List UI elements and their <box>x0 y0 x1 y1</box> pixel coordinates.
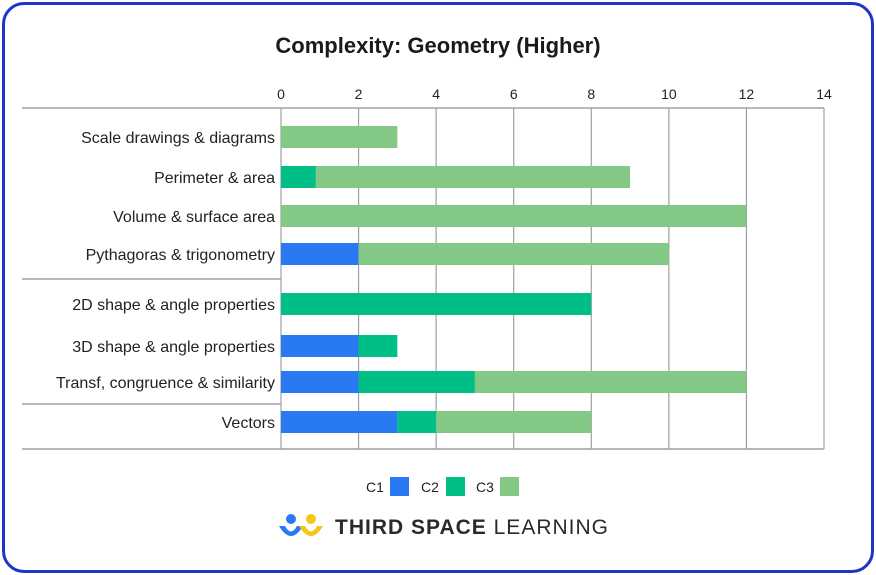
category-label: Vectors <box>222 415 275 432</box>
bar-c2 <box>281 293 592 315</box>
x-tick-label: 4 <box>432 86 440 102</box>
legend-label-c1: C1 <box>366 479 384 495</box>
bars-layer <box>281 126 747 433</box>
bar-c2 <box>397 411 437 433</box>
brand-name-light: LEARNING <box>487 516 609 539</box>
bar-c3 <box>436 411 592 433</box>
bar-c1 <box>281 411 398 433</box>
category-label: Perimeter & area <box>154 170 275 187</box>
legend-swatch-c2 <box>446 477 465 496</box>
third-space-learning-logo-icon <box>279 514 323 536</box>
category-label: Scale drawings & diagrams <box>81 130 275 147</box>
legend-label-c2: C2 <box>421 479 439 495</box>
x-tick-label: 14 <box>816 86 832 102</box>
category-label: Transf, congruence & similarity <box>56 375 275 392</box>
bar-c3 <box>281 126 398 148</box>
category-label: Volume & surface area <box>113 209 275 226</box>
bar-c3 <box>358 243 669 265</box>
bar-c3 <box>281 205 747 227</box>
bar-c3 <box>315 166 631 188</box>
bar-c3 <box>474 371 747 393</box>
x-tick-label: 10 <box>661 86 677 102</box>
x-tick-label: 0 <box>277 86 285 102</box>
labels-layer: 0 2 4 6 8 10 12 14 Scale drawings & diagrams Peri… <box>56 86 832 432</box>
category-label: Pythagoras & trigonometry <box>86 247 275 264</box>
bar-c1 <box>281 243 359 265</box>
legend-swatch-c3 <box>500 477 519 496</box>
bar-c1 <box>281 371 359 393</box>
x-tick-label: 6 <box>510 86 518 102</box>
bar-c2 <box>358 335 398 357</box>
legend-label-c3: C3 <box>476 479 494 495</box>
brand-logo: THIRD SPACE LEARNING <box>279 514 609 539</box>
brand-name: THIRD SPACE LEARNING <box>335 516 609 539</box>
x-tick-label: 12 <box>739 86 755 102</box>
x-tick-label: 2 <box>355 86 363 102</box>
legend: C1 C2 C3 <box>366 477 519 496</box>
bar-c2 <box>281 166 316 188</box>
chart-title: Complexity: Geometry (Higher) <box>275 33 600 58</box>
brand-name-bold: THIRD SPACE <box>335 516 487 539</box>
bar-c1 <box>281 335 359 357</box>
legend-swatch-c1 <box>390 477 409 496</box>
bar-c2 <box>358 371 475 393</box>
x-tick-label: 8 <box>587 86 595 102</box>
category-label: 2D shape & angle properties <box>72 297 275 314</box>
category-label: 3D shape & angle properties <box>72 339 275 356</box>
grid-layer <box>22 107 825 450</box>
